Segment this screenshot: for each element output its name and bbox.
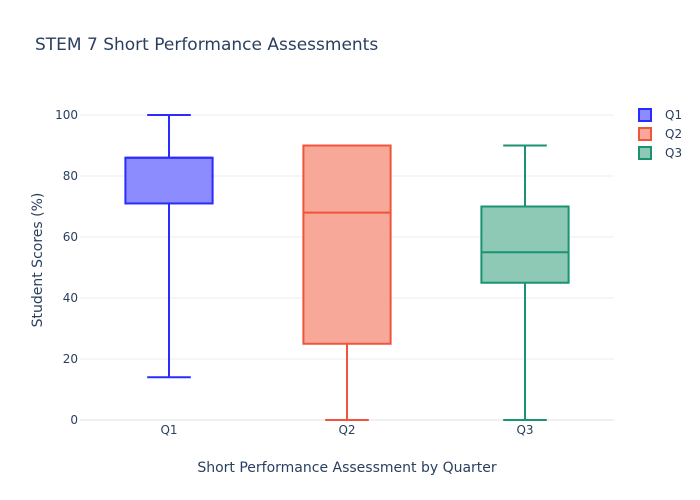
legend-item-q1[interactable]: Q1	[638, 108, 682, 122]
y-tick-label: 40	[63, 291, 78, 305]
legend-item-q3[interactable]: Q3	[638, 146, 682, 160]
y-tick-label: 20	[63, 352, 78, 366]
y-tick-label: 100	[55, 108, 78, 122]
y-tick-label: 60	[63, 230, 78, 244]
y-axis-ticks: 0 20 40 60 80 100	[55, 108, 78, 427]
x-axis-ticks: Q1 Q2 Q3	[160, 423, 533, 437]
x-tick-label: Q2	[338, 423, 355, 437]
y-axis-title: Student Scores (%)	[30, 193, 46, 328]
x-axis-title: Short Performance Assessment by Quarter	[197, 460, 497, 476]
legend-item-q2[interactable]: Q2	[638, 127, 682, 141]
legend: Q1 Q2 Q3	[638, 108, 682, 160]
chart-title: STEM 7 Short Performance Assessments	[35, 35, 378, 55]
y-tick-label: 80	[63, 169, 78, 183]
box-q2[interactable]	[302, 144, 392, 421]
x-tick-label: Q3	[516, 423, 533, 437]
box-q3[interactable]	[480, 144, 570, 421]
legend-label: Q1	[665, 108, 682, 122]
legend-label: Q3	[665, 146, 682, 160]
legend-label: Q2	[665, 127, 682, 141]
iqr-box	[302, 144, 392, 345]
iqr-box	[124, 156, 214, 205]
y-tick-label: 0	[70, 413, 78, 427]
legend-swatch	[638, 127, 652, 141]
box-q1[interactable]	[124, 114, 214, 379]
iqr-box	[480, 205, 570, 284]
legend-swatch	[638, 146, 652, 160]
legend-swatch	[638, 108, 652, 122]
x-tick-label: Q1	[160, 423, 177, 437]
boxes	[124, 114, 570, 421]
